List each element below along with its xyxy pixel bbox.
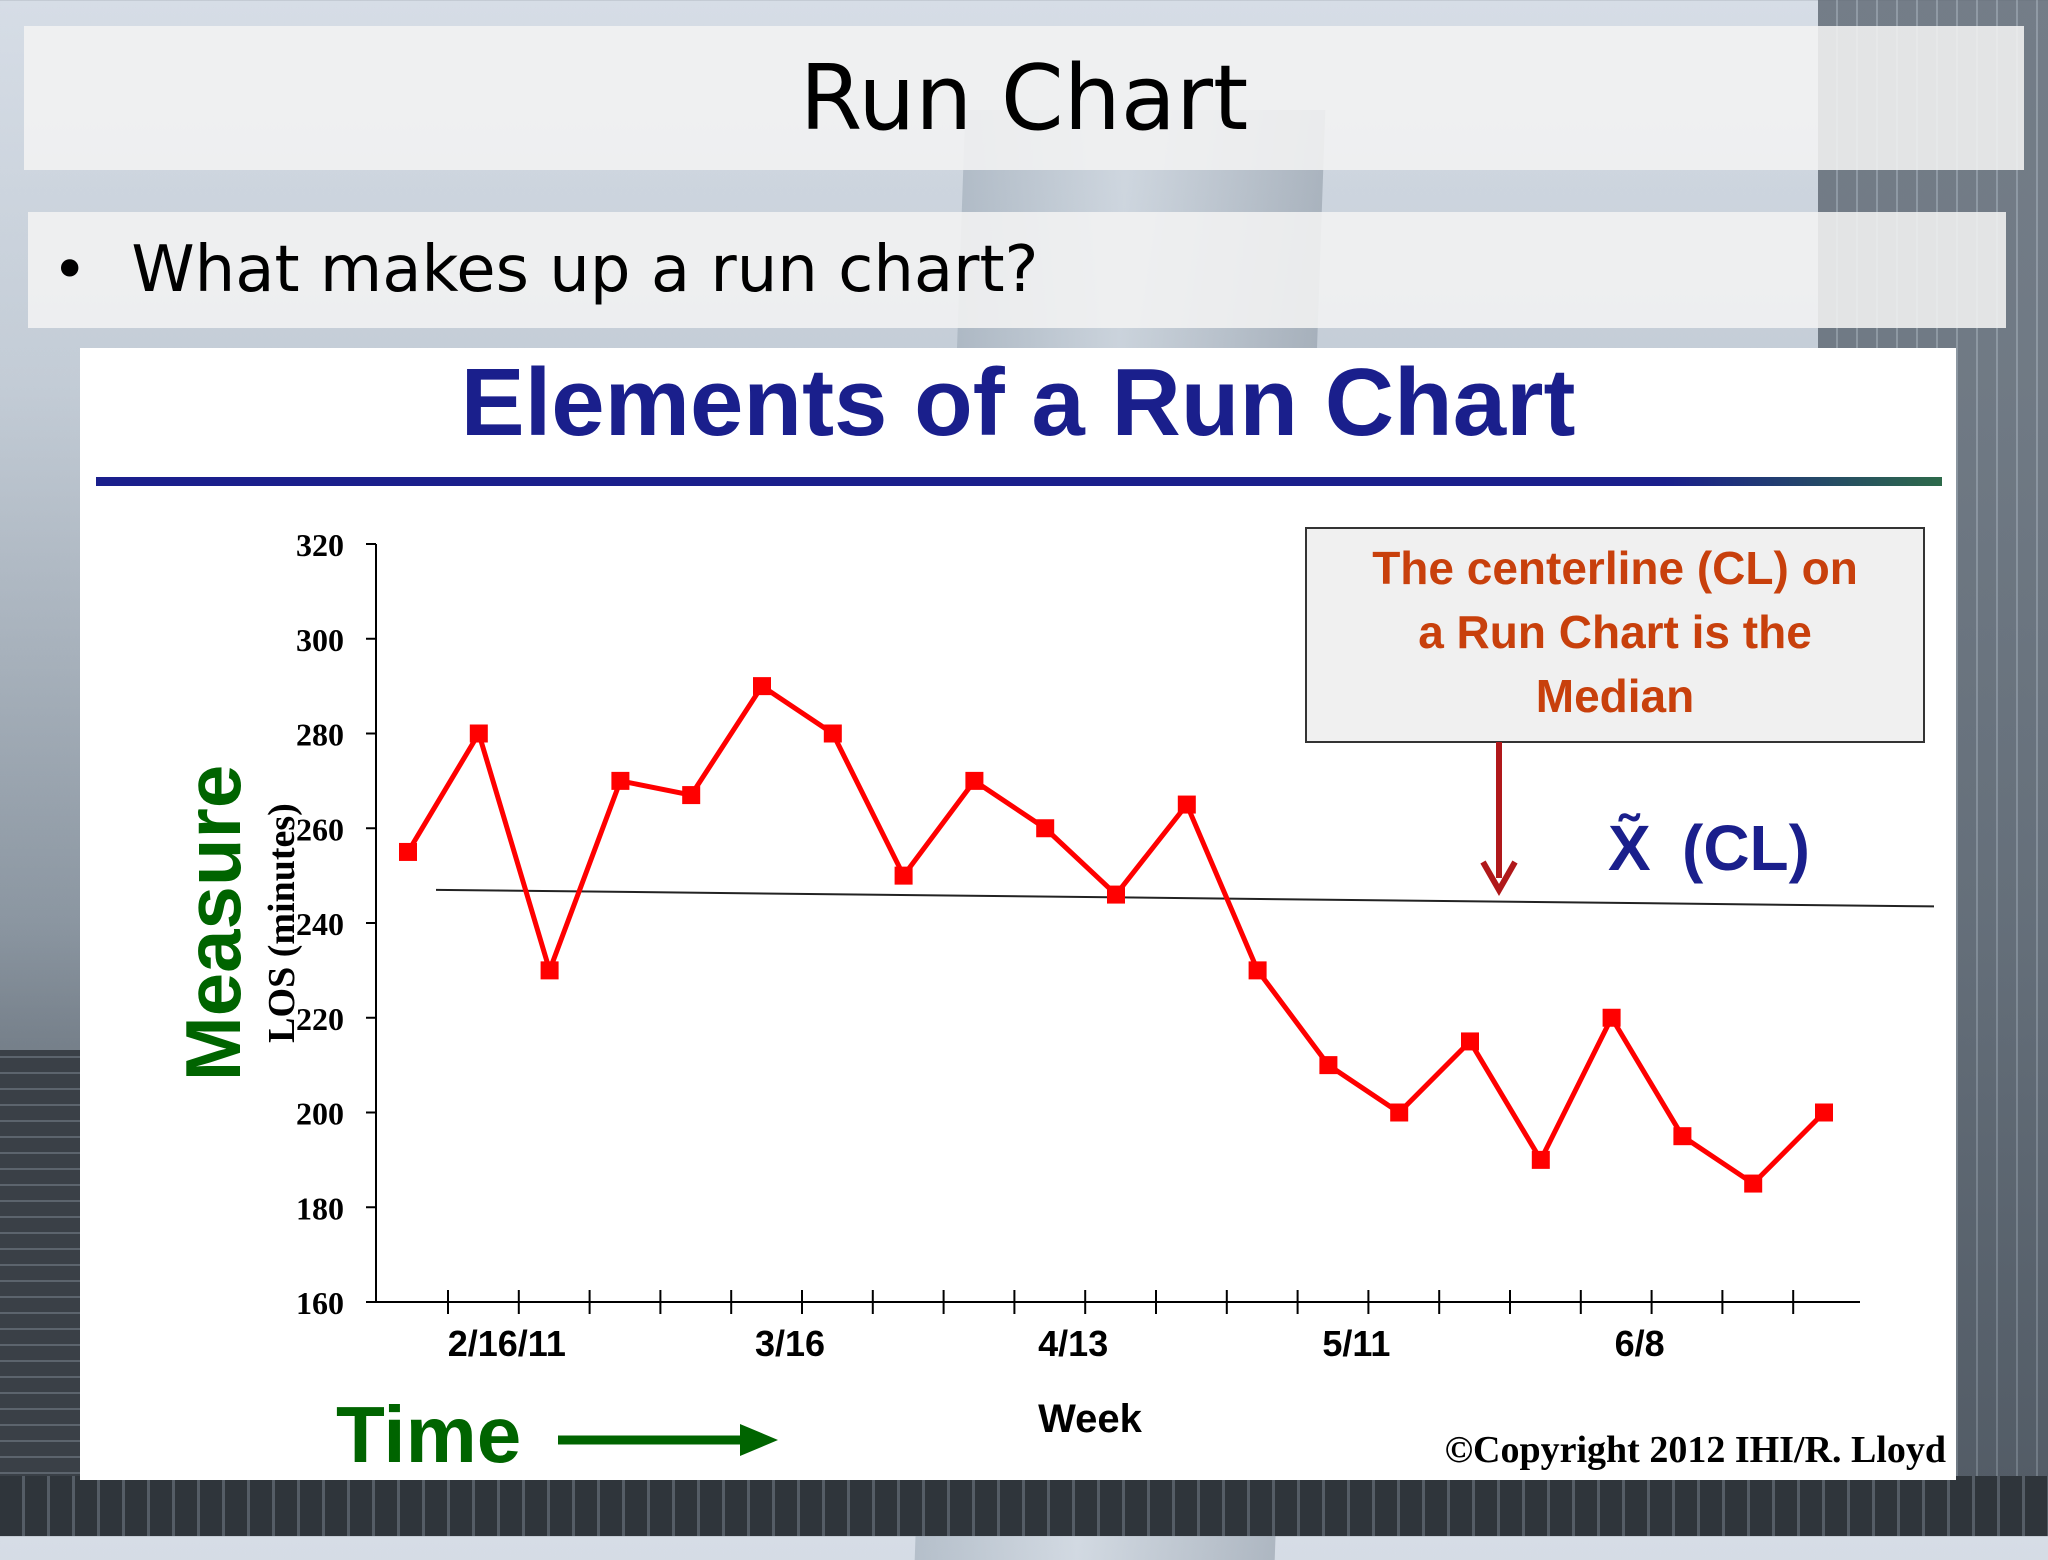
- data-point: [1107, 885, 1125, 904]
- time-arrow-icon: [740, 1424, 778, 1456]
- data-point: [1177, 795, 1196, 814]
- panel-title: Elements of a Run Chart: [460, 349, 1576, 456]
- data-point: [894, 866, 913, 885]
- data-point: [1815, 1103, 1833, 1122]
- annotation-text: The centerline (CL) on: [1372, 542, 1858, 594]
- x-tick-label: 3/16: [755, 1323, 825, 1364]
- x-tick-label: 2/16/11: [448, 1323, 566, 1364]
- y-tick-label: 220: [296, 1001, 344, 1037]
- measure-label: Measure: [169, 765, 257, 1082]
- y-tick-label: 260: [296, 811, 344, 847]
- data-point: [1248, 961, 1267, 980]
- annotation-box: [1305, 527, 1925, 743]
- x-tick-label: 6/8: [1615, 1323, 1665, 1364]
- data-point: [611, 771, 630, 790]
- data-point: [1319, 1056, 1338, 1075]
- data-point: [1531, 1150, 1550, 1169]
- data-point: [1744, 1174, 1763, 1193]
- y-tick-label: 280: [296, 717, 344, 753]
- data-point: [1461, 1032, 1479, 1051]
- series-line: [405, 682, 1826, 1187]
- data-point: [1390, 1103, 1409, 1122]
- x-tick-label: 4/13: [1038, 1323, 1108, 1364]
- y-axis-label: LOS (minutes): [261, 803, 303, 1043]
- slide-title: Run Chart: [799, 45, 1249, 151]
- slide-title-bar: Run Chart: [24, 26, 2024, 170]
- bullet-text: What makes up a run chart?: [131, 233, 1039, 307]
- data-point: [823, 724, 842, 743]
- title-rule: [96, 477, 1942, 486]
- run-chart-panel: Elements of a Run Chart 160 180 200 220 240 2…: [80, 348, 1956, 1480]
- data-point: [469, 724, 488, 743]
- annotation-text: Median: [1536, 670, 1694, 722]
- y-tick-label: 200: [296, 1096, 344, 1132]
- time-label: Time: [336, 1390, 521, 1479]
- data-point: [1602, 1008, 1621, 1027]
- x-tick-label: 5/11: [1322, 1323, 1390, 1364]
- run-chart: 160 180 200 220 240 260 280 300 320 2/16/11 3/16 4/…: [169, 527, 1935, 1479]
- cl-symbol: X̃: [1608, 812, 1651, 884]
- cl-label: (CL): [1682, 812, 1810, 884]
- y-tick-label: 300: [296, 622, 344, 658]
- data-point: [965, 771, 984, 790]
- y-tick-label: 180: [296, 1190, 344, 1226]
- x-axis-label: Week: [1038, 1397, 1143, 1441]
- annotation-text: a Run Chart is the: [1418, 606, 1812, 658]
- background-street: [0, 1476, 2048, 1536]
- y-tick-label: 320: [296, 527, 344, 563]
- bullet-bar: • What makes up a run chart?: [28, 212, 2006, 328]
- data-point: [1036, 819, 1055, 838]
- data-point: [682, 786, 701, 805]
- y-tick-label: 160: [296, 1285, 344, 1321]
- data-point: [399, 842, 417, 861]
- bullet-icon: •: [52, 235, 88, 305]
- data-point: [1673, 1127, 1692, 1146]
- centerline: [435, 888, 1935, 908]
- data-point: [540, 961, 559, 980]
- copyright-text: ©Copyright 2012 IHI/R. Lloyd: [1444, 1429, 1946, 1471]
- data-point: [753, 677, 771, 696]
- y-tick-label: 240: [296, 906, 344, 942]
- arrow-down-icon: [1480, 860, 1518, 897]
